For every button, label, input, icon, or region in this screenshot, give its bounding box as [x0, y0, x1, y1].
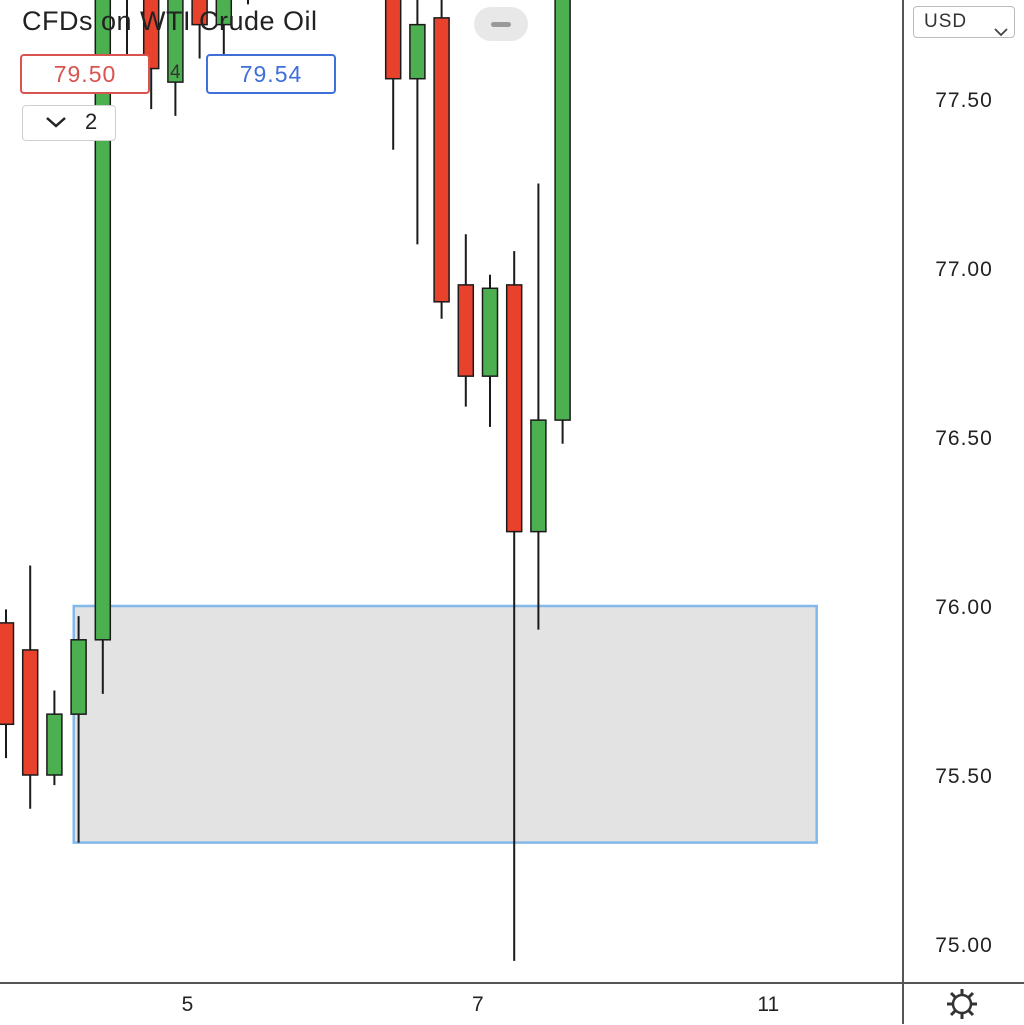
candle: [433, 0, 450, 319]
candle: [554, 0, 571, 444]
candle: [505, 251, 523, 961]
settings-button[interactable]: [944, 988, 980, 1025]
candle: [94, 0, 112, 694]
candle: [46, 690, 63, 786]
symbol-title: CFDs on WTI Crude Oil: [22, 6, 318, 36]
candle-body: [46, 713, 63, 776]
candle-body: [94, 0, 112, 641]
candles-layer: [0, 0, 571, 961]
candle: [126, 0, 128, 83]
candle-body: [554, 0, 571, 421]
chevron-down-icon: [45, 114, 67, 135]
y-tick-label: 75.50: [935, 765, 993, 788]
bid-price-button[interactable]: 79.50: [20, 54, 150, 94]
candle-body: [215, 0, 233, 26]
candle-body: [530, 419, 547, 533]
candle: [0, 609, 15, 759]
ask-price-button[interactable]: 79.54: [206, 54, 336, 94]
x-tick-label: 5: [182, 993, 194, 1016]
candle-body: [191, 0, 208, 26]
candle: [530, 183, 547, 630]
chevron-down-icon: [994, 17, 1008, 47]
candle-body: [142, 0, 160, 70]
candle-body: [70, 639, 87, 715]
candle: [457, 234, 475, 407]
candle-body: [167, 0, 184, 83]
spread-value: 4: [170, 62, 181, 83]
minimize-legend-button[interactable]: [474, 7, 528, 41]
candle-body: [505, 284, 523, 533]
candle-body: [409, 23, 426, 80]
candle-body: [433, 17, 450, 303]
indicators-toggle-button[interactable]: 2: [22, 105, 116, 141]
candle: [384, 0, 402, 150]
demand-zone-rect: [72, 604, 818, 844]
y-tick-label: 75.00: [935, 934, 993, 957]
candle-body: [481, 287, 499, 377]
candle: [191, 0, 208, 59]
indicators-count: 2: [85, 109, 98, 134]
y-tick-label: 77.00: [935, 258, 993, 281]
candle-body: [0, 622, 15, 726]
x-tick-label: 7: [472, 993, 484, 1016]
currency-label: USD: [924, 11, 968, 32]
y-tick-label: 76.50: [935, 427, 993, 450]
candle-body: [457, 284, 475, 377]
candle: [21, 565, 39, 809]
candle: [142, 0, 160, 110]
y-tick-label: 76.00: [935, 596, 993, 619]
candle-body: [21, 649, 39, 776]
candle: [409, 0, 426, 245]
demand-zone-layer: [72, 604, 818, 844]
candle: [70, 616, 87, 843]
candle: [167, 0, 184, 116]
x-tick-label: 11: [757, 993, 779, 1016]
currency-selector[interactable]: USD: [913, 6, 1015, 38]
gear-icon: [944, 989, 980, 1024]
y-tick-label: 77.50: [935, 89, 993, 112]
candle-body: [384, 0, 402, 80]
candle: [481, 274, 499, 427]
